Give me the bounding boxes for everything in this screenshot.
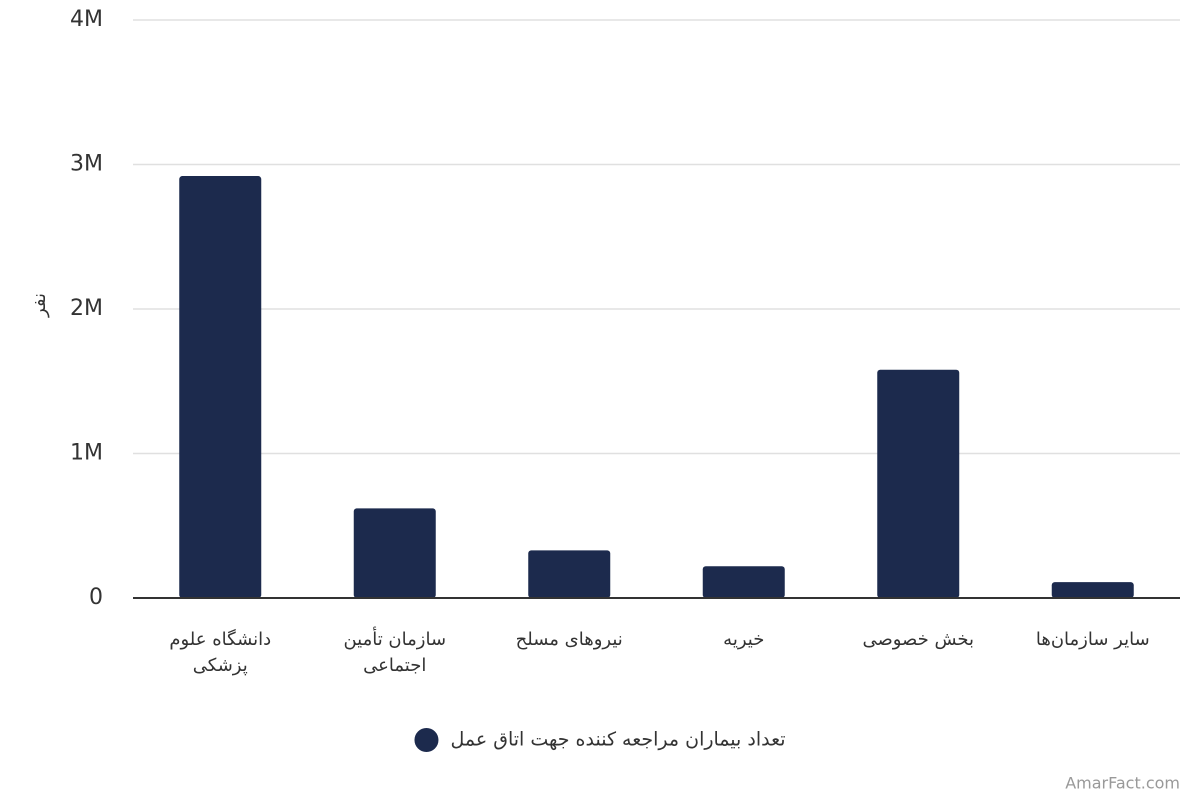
x-tick-label: سازمان تأمین اجتماعی (343, 629, 447, 676)
y-axis-label: نفر (29, 293, 50, 318)
legend-marker (414, 728, 439, 752)
watermark: AmarFact.com (1065, 774, 1180, 793)
x-tick-label: نیروهای مسلح (515, 629, 623, 650)
bar (179, 176, 262, 598)
bar (353, 508, 436, 598)
y-tick-label: 4M (70, 7, 103, 32)
bar (877, 369, 960, 598)
bar (528, 550, 611, 598)
y-tick-label: 1M (70, 441, 103, 466)
bar (702, 566, 785, 598)
x-tick-label: بخش خصوصی (862, 629, 975, 650)
x-tick-label: سایر سازمان‌ها (1035, 629, 1150, 650)
y-tick-label: 3M (70, 152, 103, 177)
legend-label: تعداد بیماران مراجعه کننده جهت اتاق عمل (450, 729, 785, 751)
y-tick-label: 0 (89, 585, 103, 610)
y-tick-label: 2M (70, 296, 103, 321)
x-tick-label: خیریه (723, 629, 765, 650)
bar (1051, 582, 1134, 598)
x-tick-label: دانشگاه علوم پزشکی (169, 629, 272, 676)
